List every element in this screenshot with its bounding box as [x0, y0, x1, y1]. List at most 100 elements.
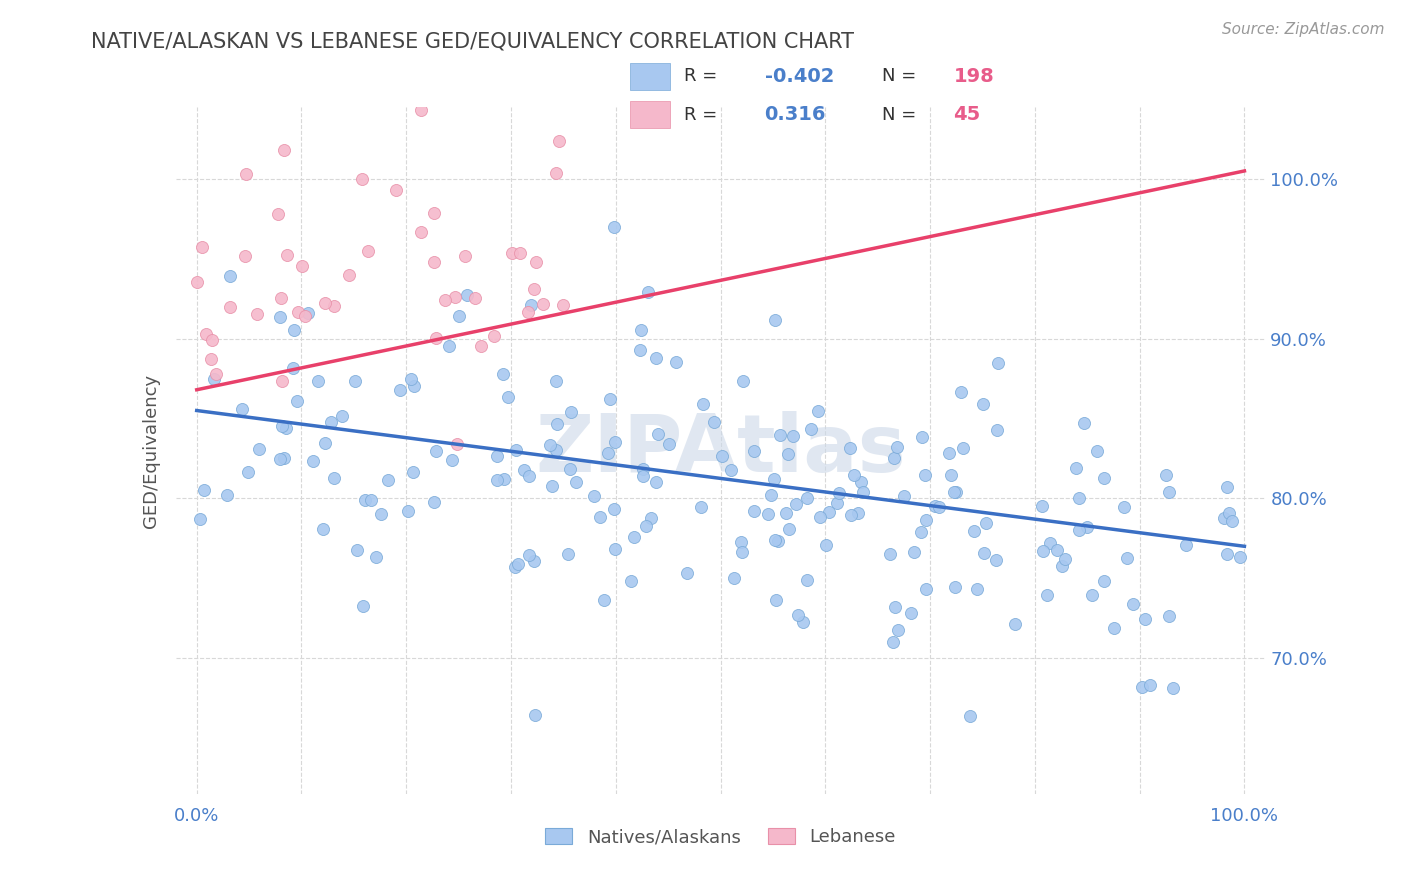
Point: [302, 454, 325, 468]
Point: [464, 291, 486, 305]
Point: [494, 471, 516, 485]
Point: [444, 290, 467, 304]
Point: [645, 351, 668, 365]
Point: [807, 404, 830, 418]
Point: [423, 495, 446, 509]
Text: R =: R =: [683, 68, 717, 86]
Point: [766, 533, 789, 548]
Point: [1229, 550, 1251, 565]
Point: [540, 478, 562, 492]
Text: N =: N =: [882, 105, 915, 123]
Point: [509, 246, 531, 260]
Point: [986, 424, 1008, 438]
Point: [720, 463, 742, 477]
Text: N =: N =: [882, 68, 915, 86]
Point: [456, 288, 478, 302]
Point: [506, 557, 529, 571]
Point: [411, 103, 433, 117]
Point: [1076, 520, 1098, 534]
Point: [952, 441, 974, 455]
Point: [283, 323, 305, 337]
Point: [193, 483, 215, 497]
Point: [273, 450, 295, 465]
Point: [763, 313, 786, 327]
Point: [523, 282, 546, 296]
Point: [765, 592, 787, 607]
Point: [828, 486, 851, 500]
Point: [884, 600, 907, 615]
Point: [640, 510, 662, 524]
Point: [544, 374, 567, 388]
Point: [637, 285, 659, 300]
Point: [852, 484, 875, 499]
Point: [665, 355, 688, 369]
Bar: [630, 101, 671, 128]
Point: [1092, 574, 1115, 588]
Point: [796, 573, 818, 587]
Point: [1039, 536, 1062, 550]
Point: [605, 541, 627, 556]
Point: [765, 533, 787, 548]
Point: [647, 427, 669, 442]
Point: [1135, 612, 1157, 626]
Point: [1122, 598, 1144, 612]
Point: [352, 599, 374, 614]
Point: [516, 304, 538, 318]
Point: [1174, 538, 1197, 552]
Point: [842, 468, 865, 483]
Point: [603, 435, 626, 450]
Point: [202, 372, 225, 386]
Point: [496, 390, 519, 404]
Bar: [630, 62, 671, 90]
Point: [558, 462, 581, 476]
Point: [943, 580, 966, 594]
Point: [437, 339, 460, 353]
Point: [959, 708, 981, 723]
Point: [658, 437, 681, 451]
Text: 100.0%: 100.0%: [1211, 806, 1278, 825]
Point: [882, 634, 904, 648]
Point: [887, 623, 910, 637]
Point: [425, 331, 447, 345]
Point: [513, 463, 536, 477]
Point: [817, 505, 839, 519]
Point: [411, 225, 433, 239]
Point: [287, 305, 309, 319]
Point: [517, 548, 540, 562]
Point: [910, 525, 932, 540]
Point: [330, 409, 353, 423]
Point: [949, 384, 972, 399]
Point: [186, 275, 208, 289]
Point: [808, 509, 831, 524]
Point: [620, 574, 643, 588]
Point: [792, 615, 814, 629]
Point: [337, 268, 360, 282]
Point: [603, 219, 626, 234]
Point: [323, 299, 346, 313]
Point: [546, 443, 568, 458]
Point: [628, 343, 651, 357]
Point: [517, 469, 540, 483]
Point: [630, 323, 652, 337]
Point: [425, 444, 447, 458]
Point: [1004, 617, 1026, 632]
Point: [1130, 680, 1153, 694]
Point: [825, 496, 848, 510]
Point: [1216, 547, 1239, 561]
Point: [644, 475, 666, 489]
Point: [482, 328, 505, 343]
Point: [883, 451, 905, 466]
Text: 198: 198: [953, 67, 994, 86]
Point: [273, 143, 295, 157]
Point: [599, 392, 621, 406]
Text: Source: ZipAtlas.com: Source: ZipAtlas.com: [1222, 22, 1385, 37]
Point: [841, 508, 863, 522]
Point: [364, 549, 387, 564]
Point: [231, 401, 253, 416]
Point: [769, 428, 792, 442]
Point: [1054, 552, 1077, 566]
Point: [505, 559, 527, 574]
Point: [399, 372, 422, 386]
Point: [974, 516, 997, 530]
Point: [756, 507, 779, 521]
